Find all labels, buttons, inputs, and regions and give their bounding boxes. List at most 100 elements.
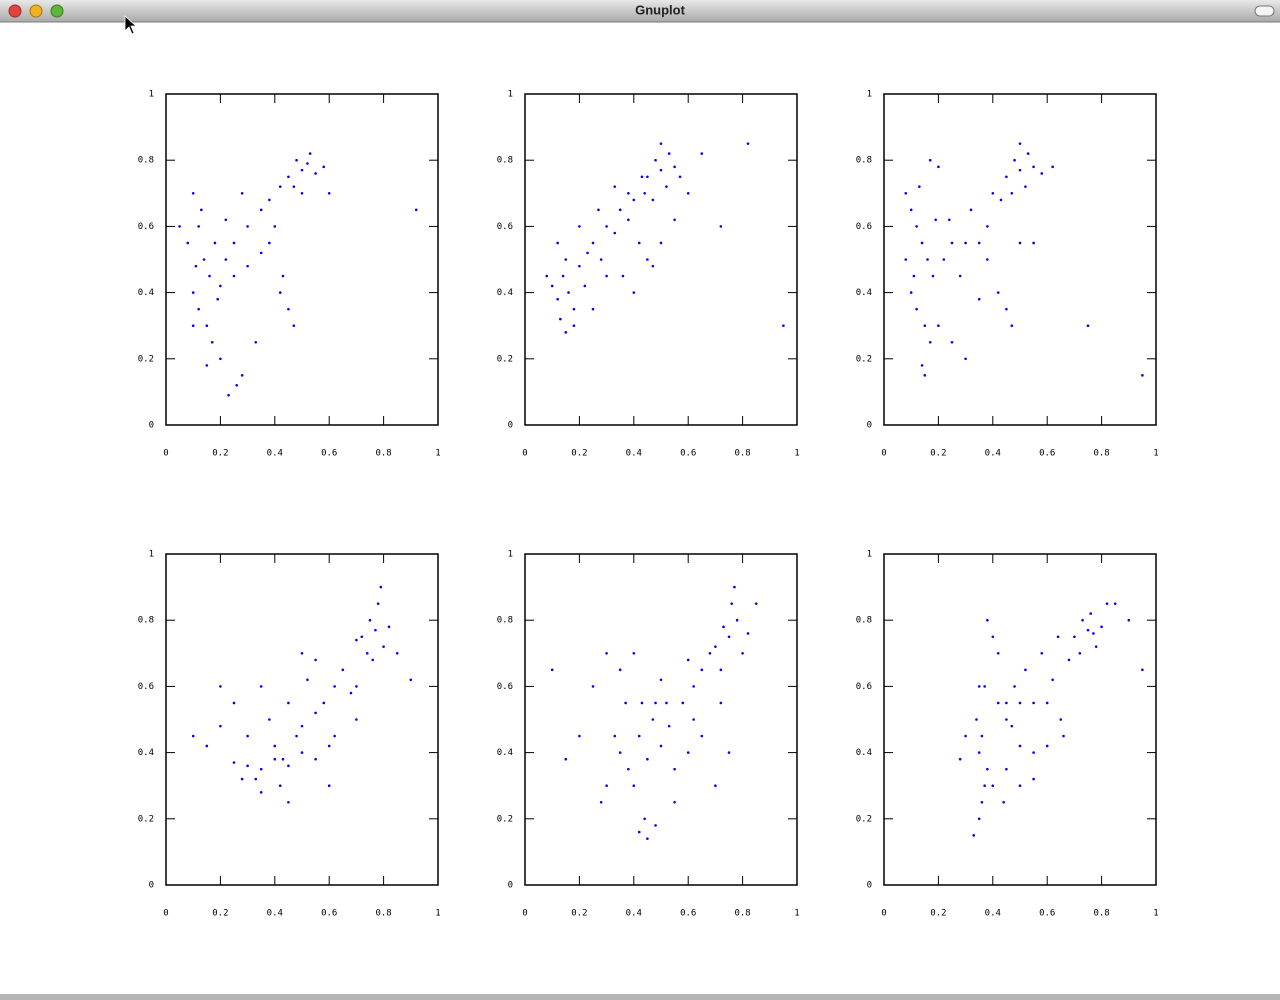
point [646, 837, 649, 840]
point [300, 192, 304, 195]
point [931, 274, 935, 278]
point [1051, 678, 1054, 682]
point [599, 800, 603, 804]
x-tick-label: 0.6 [680, 909, 696, 919]
point [986, 767, 989, 771]
point [714, 784, 717, 787]
point [322, 165, 326, 169]
point [942, 258, 946, 261]
toolbar-button[interactable] [1254, 5, 1275, 17]
point [1086, 324, 1090, 328]
point [586, 251, 589, 255]
point [1094, 645, 1098, 648]
point [915, 225, 918, 228]
plot-frame [165, 93, 439, 426]
point [281, 757, 285, 761]
point [937, 165, 940, 169]
point [1040, 172, 1044, 175]
x-tick-label: 1 [435, 909, 440, 919]
point [1051, 165, 1054, 169]
point [719, 668, 723, 672]
point [1086, 628, 1090, 632]
y-tick-label: 0.8 [856, 156, 872, 166]
point [360, 635, 364, 639]
zoom-button[interactable] [50, 4, 64, 18]
point [1032, 701, 1035, 705]
point [1081, 618, 1084, 622]
point [191, 734, 195, 738]
y-tick-label: 0.6 [497, 222, 513, 232]
point [556, 297, 559, 301]
point [564, 757, 568, 761]
point [605, 784, 608, 787]
point [246, 734, 249, 738]
point [197, 307, 200, 311]
point [409, 678, 413, 682]
plot-frame [165, 553, 439, 886]
point [673, 165, 676, 169]
point [986, 258, 989, 261]
point [327, 744, 331, 748]
point [300, 751, 304, 754]
point [268, 241, 271, 245]
y-tick-label: 0.2 [856, 814, 872, 824]
point [1005, 307, 1008, 311]
point [306, 678, 309, 682]
point [191, 324, 195, 328]
point [314, 172, 317, 175]
point [278, 185, 282, 188]
point [667, 152, 671, 155]
point [977, 751, 981, 754]
point [578, 225, 581, 228]
minimize-button[interactable] [29, 4, 43, 18]
point [1089, 612, 1093, 615]
point [964, 357, 967, 361]
x-tick-label: 0.8 [375, 449, 391, 459]
point [1141, 374, 1144, 377]
point [379, 585, 383, 589]
title-bar [0, 0, 1280, 22]
point [1010, 192, 1014, 195]
point [572, 324, 576, 328]
y-tick-label: 0.4 [856, 288, 872, 298]
point [627, 218, 630, 222]
y-tick-label: 0.2 [138, 354, 154, 364]
point [640, 701, 644, 705]
point [355, 685, 358, 688]
point [545, 274, 549, 278]
point [632, 784, 636, 787]
x-tick-label: 0.8 [734, 909, 750, 919]
point [1018, 142, 1022, 145]
point [591, 685, 595, 688]
point [1078, 652, 1082, 655]
point [972, 834, 976, 837]
point [227, 393, 230, 397]
y-tick-label: 1 [508, 550, 513, 560]
point [287, 307, 290, 311]
point [613, 185, 617, 188]
x-tick-label: 0 [881, 909, 886, 919]
point [591, 241, 595, 245]
x-tick-label: 0.4 [626, 909, 642, 919]
point [559, 317, 562, 321]
point [1113, 602, 1117, 605]
point [191, 291, 195, 294]
point [673, 800, 676, 804]
x-tick-label: 1 [1153, 449, 1158, 459]
y-tick-label: 0.2 [856, 354, 872, 364]
point [678, 175, 682, 179]
x-tick-label: 0.2 [930, 449, 946, 459]
point [1056, 635, 1060, 639]
point [232, 274, 236, 278]
point [618, 668, 622, 672]
point [1013, 685, 1016, 688]
y-tick-label: 0.2 [138, 814, 154, 824]
y-tick-label: 1 [508, 90, 513, 100]
point [673, 218, 676, 222]
point [295, 734, 298, 738]
point [292, 185, 296, 188]
point [300, 724, 304, 728]
point [980, 800, 984, 804]
close-button[interactable] [8, 4, 22, 18]
y-tick-label: 0.4 [138, 748, 154, 758]
